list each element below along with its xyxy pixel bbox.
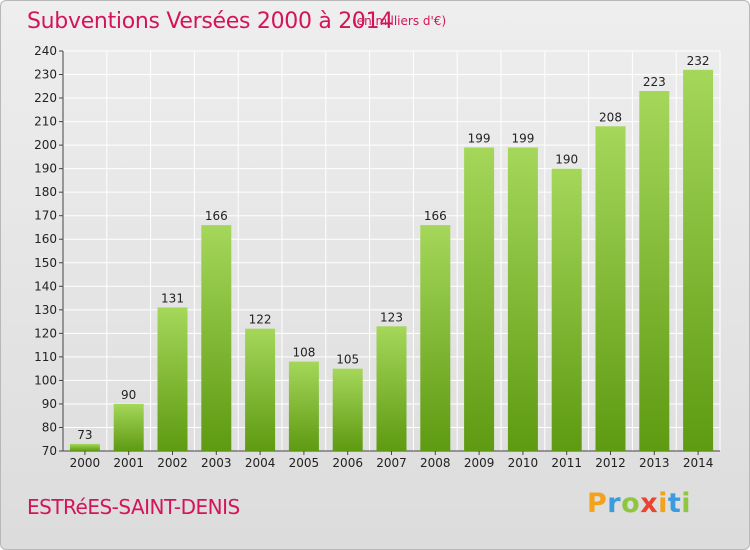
data-label: 108 bbox=[292, 346, 315, 360]
bar bbox=[464, 147, 495, 451]
x-tick-label: 2013 bbox=[639, 456, 670, 470]
bar bbox=[201, 225, 232, 451]
logo-letter: x bbox=[640, 488, 659, 519]
y-tick-label: 100 bbox=[34, 373, 57, 387]
x-tick-label: 2012 bbox=[595, 456, 626, 470]
x-tick-label: 2006 bbox=[332, 456, 363, 470]
logo-letter: t bbox=[667, 488, 682, 519]
proxiti-logo: Proxiti bbox=[587, 488, 691, 519]
data-label: 199 bbox=[511, 131, 534, 145]
y-tick-label: 240 bbox=[34, 44, 57, 58]
data-label: 73 bbox=[77, 428, 92, 442]
x-tick-label: 2010 bbox=[508, 456, 539, 470]
bar bbox=[376, 326, 407, 451]
chart-title: Subventions Versées 2000 à 2014 bbox=[27, 9, 394, 34]
y-tick-label: 130 bbox=[34, 303, 57, 317]
data-label: 199 bbox=[468, 131, 491, 145]
y-tick-label: 150 bbox=[34, 256, 57, 270]
bar bbox=[69, 443, 100, 451]
data-label: 90 bbox=[121, 388, 136, 402]
data-label: 131 bbox=[161, 291, 184, 305]
y-tick-label: 190 bbox=[34, 162, 57, 176]
x-tick-label: 2008 bbox=[420, 456, 451, 470]
data-label: 122 bbox=[249, 313, 272, 327]
y-tick-label: 120 bbox=[34, 326, 57, 340]
x-tick-label: 2004 bbox=[245, 456, 276, 470]
x-tick-label: 2014 bbox=[683, 456, 714, 470]
y-tick-label: 170 bbox=[34, 209, 57, 223]
x-tick-label: 2001 bbox=[113, 456, 144, 470]
bar bbox=[507, 147, 538, 451]
data-label: 105 bbox=[336, 353, 359, 367]
y-tick-label: 230 bbox=[34, 68, 57, 82]
bar bbox=[332, 368, 363, 451]
bars bbox=[69, 69, 714, 451]
bar bbox=[420, 225, 451, 451]
bar bbox=[113, 403, 144, 451]
bar bbox=[683, 69, 714, 451]
logo-letter: i bbox=[681, 488, 692, 519]
bar bbox=[288, 361, 319, 451]
bar bbox=[157, 307, 188, 451]
x-tick-label: 2011 bbox=[551, 456, 582, 470]
data-label: 190 bbox=[555, 153, 578, 167]
data-label: 166 bbox=[205, 209, 228, 223]
x-tick-label: 2007 bbox=[376, 456, 407, 470]
x-tick-label: 2005 bbox=[289, 456, 320, 470]
bar bbox=[639, 91, 670, 451]
y-tick-label: 110 bbox=[34, 350, 57, 364]
logo-letter: r bbox=[607, 488, 622, 519]
y-tick-label: 210 bbox=[34, 115, 57, 129]
data-label: 208 bbox=[599, 110, 622, 124]
y-tick-label: 140 bbox=[34, 279, 57, 293]
y-tick-label: 200 bbox=[34, 138, 57, 152]
place-name: ESTRéES-SAINT-DENIS bbox=[27, 495, 240, 519]
data-label: 166 bbox=[424, 209, 447, 223]
x-tick-label: 2002 bbox=[157, 456, 188, 470]
y-tick-label: 80 bbox=[42, 420, 57, 434]
x-tick-label: 2003 bbox=[201, 456, 232, 470]
y-tick-label: 90 bbox=[42, 397, 57, 411]
logo-letter: i bbox=[658, 488, 668, 519]
logo-letter: o bbox=[621, 488, 641, 519]
data-label: 123 bbox=[380, 310, 403, 324]
data-label: 223 bbox=[643, 75, 666, 89]
logo-letter: P bbox=[587, 488, 608, 519]
bar bbox=[245, 328, 276, 451]
data-label: 232 bbox=[687, 54, 710, 68]
labels: 7080901001101201301401501601701801902002… bbox=[34, 44, 713, 470]
x-tick-label: 2000 bbox=[70, 456, 101, 470]
chart-subtitle: (en milliers d'€) bbox=[352, 14, 447, 28]
y-tick-label: 160 bbox=[34, 232, 57, 246]
bar bbox=[551, 168, 582, 451]
y-tick-label: 70 bbox=[42, 444, 57, 458]
x-tick-label: 2009 bbox=[464, 456, 495, 470]
bar bbox=[595, 126, 626, 451]
y-tick-label: 220 bbox=[34, 91, 57, 105]
y-tick-label: 180 bbox=[34, 185, 57, 199]
